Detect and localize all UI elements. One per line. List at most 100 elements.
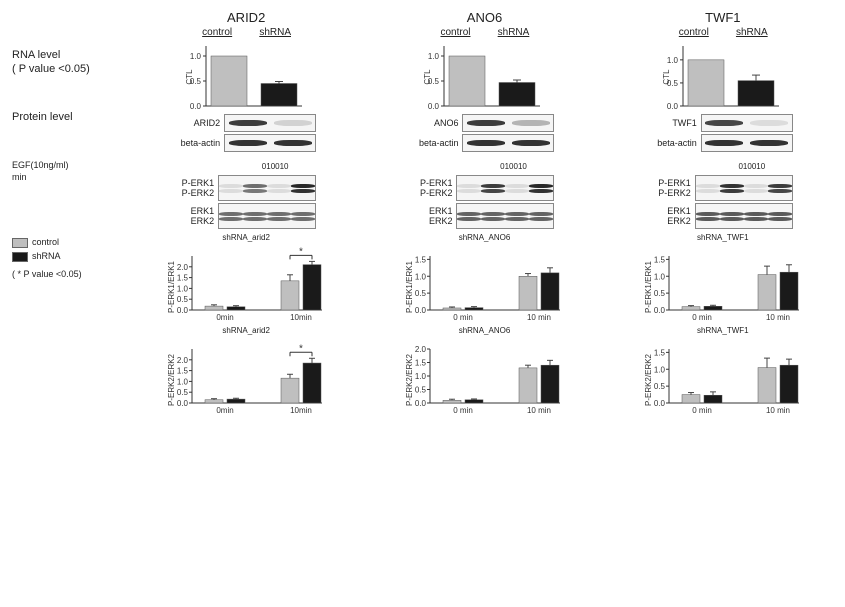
svg-text:1.0: 1.0 (428, 52, 440, 61)
svg-text:0.5: 0.5 (654, 289, 666, 298)
gene-title: ANO6 (467, 10, 502, 25)
svg-text:0min: 0min (216, 406, 233, 415)
ratio-barplot: 0.00.51.01.52.0P-ERK2/ERK20 min10 min (404, 339, 564, 417)
svg-text:10 min: 10 min (766, 313, 790, 322)
legend-swatch-control (12, 238, 28, 248)
svg-text:0.0: 0.0 (654, 306, 666, 315)
erk-time-header: 010010 (204, 162, 289, 171)
time-label: 10 (518, 162, 527, 171)
gene-title: TWF1 (705, 10, 740, 25)
svg-text:10min: 10min (290, 406, 312, 415)
svg-text:P-ERK2/ERK2: P-ERK2/ERK2 (644, 353, 653, 406)
time-label: 10 (743, 162, 752, 171)
ratio-plot-title: shRNA_TWF1 (697, 326, 749, 335)
western-blot: TWF1 beta-actin (653, 114, 793, 154)
svg-text:0 min: 0 min (454, 406, 474, 415)
svg-text:CTL: CTL (424, 69, 432, 85)
blot-loading-label: beta-actin (176, 138, 220, 148)
ratio-plot-title: shRNA_arid2 (222, 326, 270, 335)
svg-text:1.5: 1.5 (654, 255, 666, 264)
ratio-barplot: 0.00.51.01.52.0P-ERK2/ERK20min10min* (166, 339, 326, 417)
svg-text:10 min: 10 min (766, 406, 790, 415)
svg-text:1.0: 1.0 (190, 52, 202, 61)
legend-control-label: control (32, 237, 59, 249)
svg-text:0.0: 0.0 (415, 399, 427, 408)
perk-label: P-ERK1P-ERK2 (176, 178, 214, 198)
svg-text:P-ERK2/ERK2: P-ERK2/ERK2 (167, 353, 176, 406)
svg-text:P-ERK1/ERK1: P-ERK1/ERK1 (405, 260, 414, 313)
rna-barplot: 0.00.51.0CTL (186, 40, 306, 110)
protein-level-label: Protein level (12, 110, 73, 124)
time-label: 10 (756, 162, 765, 171)
blot-target-label: ANO6 (414, 118, 458, 128)
ratio-plot-title: shRNA_ANO6 (459, 233, 511, 242)
blot-loading-label: beta-actin (414, 138, 458, 148)
condition-labels: control shRNA (669, 27, 777, 38)
legend-shrna: shRNA (12, 251, 112, 263)
svg-text:10min: 10min (290, 313, 312, 322)
legend: control shRNA (12, 237, 112, 262)
erk-row: ERK1ERK2 (176, 203, 316, 229)
svg-text:1.5: 1.5 (177, 367, 189, 376)
erk-label: ERK1ERK2 (653, 206, 691, 226)
svg-text:0 min: 0 min (454, 313, 474, 322)
blot-loading-label: beta-actin (653, 138, 697, 148)
svg-text:0.5: 0.5 (415, 386, 427, 395)
time-label: 10 (266, 162, 275, 171)
legend-shrna-label: shRNA (32, 251, 61, 263)
svg-text:P-ERK1/ERK1: P-ERK1/ERK1 (167, 260, 176, 313)
western-blot: ANO6 beta-actin (414, 114, 554, 154)
erk-western: P-ERK1P-ERK2 ERK1ERK2 (176, 175, 316, 231)
svg-text:10 min: 10 min (527, 313, 551, 322)
figure-grid: RNA level ( P value <0.05) Protein level… (12, 10, 833, 417)
rna-barplot: 0.00.51.0CTL (424, 40, 544, 110)
svg-text:1.5: 1.5 (654, 348, 666, 357)
svg-text:0.5: 0.5 (415, 289, 427, 298)
svg-text:1.0: 1.0 (177, 377, 189, 386)
row-labels-column: RNA level ( P value <0.05) Protein level… (12, 10, 112, 417)
time-label: 10 (280, 162, 289, 171)
cond-control: control (669, 27, 719, 38)
svg-text:1.0: 1.0 (415, 372, 427, 381)
svg-text:0 min: 0 min (692, 406, 712, 415)
rna-level-pvalue: ( P value <0.05) (12, 62, 112, 76)
legend-control: control (12, 237, 112, 249)
cond-control: control (192, 27, 242, 38)
gene-columns: ARID2 control shRNA 0.0 0.5 1.0 CTL ARID2beta-a… (136, 10, 833, 417)
figure-page: RNA level ( P value <0.05) Protein level… (0, 0, 845, 607)
significance-note: ( * P value <0.05) (12, 269, 112, 281)
svg-text:CTL: CTL (663, 69, 671, 85)
western-blot: ARID2beta-actin (176, 114, 316, 154)
blot-target-row: ANO6 (414, 114, 554, 132)
rna-level-label: RNA level (12, 48, 112, 62)
blot-loading-row: beta-actin (176, 134, 316, 152)
svg-text:0.0: 0.0 (177, 306, 189, 315)
svg-text:0.5: 0.5 (177, 295, 189, 304)
perk-label: P-ERK1P-ERK2 (653, 178, 691, 198)
erk-label: ERK1ERK2 (414, 206, 452, 226)
legend-swatch-shrna (12, 252, 28, 262)
perk-row: P-ERK1P-ERK2 (414, 175, 554, 201)
blot-loading-row: beta-actin (414, 134, 554, 152)
blot-target-row: TWF1 (653, 114, 793, 132)
svg-text:0.5: 0.5 (654, 382, 666, 391)
gene-column-ano6: ANO6controlshRNA0.00.51.0CTLANO6beta-act… (374, 10, 594, 417)
svg-text:P-ERK1/ERK1: P-ERK1/ERK1 (644, 260, 653, 313)
svg-text:0.0: 0.0 (177, 399, 189, 408)
svg-text:CTL: CTL (186, 69, 194, 85)
svg-text:1.5: 1.5 (415, 359, 427, 368)
svg-text:2.0: 2.0 (415, 345, 427, 354)
svg-text:0 min: 0 min (692, 313, 712, 322)
erk-time-header: 010010 (680, 162, 765, 171)
svg-text:2.0: 2.0 (177, 263, 189, 272)
cond-shrna: shRNA (488, 27, 538, 38)
gene-title: ARID2 (227, 10, 265, 25)
gene-column-arid2: ARID2controlshRNA0.00.51.0CTLARID2beta-a… (136, 10, 356, 417)
ratio-barplot: 0.00.51.01.5P-ERK2/ERK20 min10 min (643, 339, 803, 417)
ratio-plot-title: shRNA_arid2 (222, 233, 270, 242)
cond-shrna: shRNA (727, 27, 777, 38)
erk-western: P-ERK1P-ERK2 ERK1ERK2 (414, 175, 554, 231)
svg-text:0.0: 0.0 (428, 102, 440, 110)
svg-text:0min: 0min (216, 313, 233, 322)
erk-time-header: 010010 (442, 162, 527, 171)
